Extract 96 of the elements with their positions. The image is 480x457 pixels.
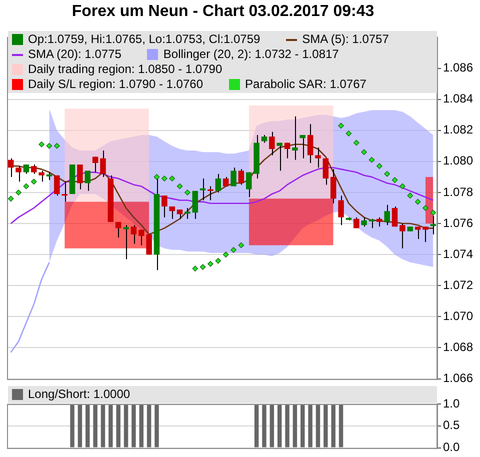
candlestick <box>92 156 98 173</box>
candlestick <box>376 216 382 228</box>
point <box>368 156 375 163</box>
candlestick <box>292 116 298 160</box>
candlestick <box>30 164 37 174</box>
point <box>414 198 421 205</box>
point <box>400 183 406 190</box>
y-tick-label: 1.066 <box>443 371 474 386</box>
candlestick <box>361 216 367 228</box>
point <box>16 190 22 196</box>
point <box>392 177 398 183</box>
point <box>384 170 390 177</box>
candlestick <box>38 170 44 182</box>
y-tick-label: 1.0 <box>443 396 460 410</box>
candlestick <box>422 226 428 243</box>
candlestick <box>200 178 206 201</box>
chart-title: Forex um Neun - Chart 03.02.2017 09:43 <box>70 3 376 21</box>
point <box>346 130 352 136</box>
point <box>154 174 160 180</box>
candlestick <box>115 221 122 238</box>
candlestick <box>77 164 83 190</box>
y-tick-label: 1.078 <box>443 184 474 199</box>
candlestick <box>238 168 244 186</box>
candlestick <box>400 223 406 249</box>
y-tick-label: 1.076 <box>443 216 474 230</box>
point <box>200 264 206 270</box>
legend-label: Bollinger (20, 2): 1.0732 - 1.0817 <box>163 47 339 62</box>
point <box>430 210 436 216</box>
candlestick <box>222 176 229 187</box>
candlestick <box>162 195 168 218</box>
y-tick-label: 1.072 <box>443 278 474 292</box>
legend-label: Daily trading region: 1.0850 - 1.0790 <box>28 62 222 77</box>
point <box>176 183 183 190</box>
point <box>422 205 428 211</box>
y-tick-label: 1.070 <box>443 309 474 324</box>
candlestick <box>269 131 275 156</box>
candlestick <box>130 224 137 244</box>
candlestick <box>123 224 129 260</box>
point <box>238 242 244 248</box>
candlestick <box>230 167 236 187</box>
point <box>208 261 214 267</box>
y-tick-label: 1.086 <box>443 60 474 75</box>
y-tick-label: 1.084 <box>443 92 474 106</box>
point <box>230 247 236 253</box>
candlestick <box>62 181 68 202</box>
point <box>222 252 229 258</box>
legend-label: SMA (20): 1.0775 <box>28 47 122 62</box>
candlestick <box>169 206 175 220</box>
candlestick <box>392 206 398 228</box>
candlestick <box>8 158 14 178</box>
candlestick <box>307 124 314 164</box>
y-tick-label: 0.5 <box>443 418 460 432</box>
candlestick <box>338 195 344 226</box>
y-tick-label: 1.074 <box>443 246 474 261</box>
point <box>192 266 198 272</box>
candlestick <box>276 142 282 172</box>
legend-label: Parabolic SAR: 1.0767 <box>245 77 366 92</box>
point <box>23 183 30 190</box>
legend-label: SMA (5): 1.0757 <box>302 32 389 47</box>
candlestick <box>330 168 336 204</box>
point <box>407 192 414 198</box>
candlestick <box>384 204 390 226</box>
point <box>353 140 360 146</box>
point <box>8 196 14 202</box>
candlestick <box>368 218 375 229</box>
candlestick <box>300 134 306 159</box>
candlestick <box>23 164 30 174</box>
y-tick-label: 1.082 <box>443 122 474 137</box>
point <box>184 190 190 196</box>
legend-label: Daily S/L region: 1.0790 - 1.0760 <box>28 77 204 92</box>
point <box>54 142 60 149</box>
candlestick <box>284 142 290 159</box>
candlestick <box>100 150 106 178</box>
candlestick <box>176 209 183 220</box>
point <box>376 163 382 169</box>
point <box>38 141 44 148</box>
point <box>162 176 168 182</box>
y-tick-label: 1.080 <box>443 154 474 168</box>
candlestick <box>54 174 60 196</box>
y-tick-label: 0.0 <box>443 440 460 454</box>
legend-label: Op:1.0759, Hi:1.0765, Lo:1.0753, Cl:1.0759 <box>28 32 260 47</box>
point <box>46 142 52 149</box>
point <box>338 122 344 129</box>
candlestick <box>414 226 421 240</box>
candlestick <box>16 166 22 182</box>
candlestick <box>322 158 329 186</box>
candlestick <box>315 146 321 168</box>
legend-label: Long/Short: 1.0000 <box>28 387 130 402</box>
candlestick <box>215 173 222 193</box>
candlestick <box>84 170 91 192</box>
point <box>361 149 367 155</box>
point <box>215 258 222 264</box>
candlestick <box>208 186 214 201</box>
point <box>30 178 37 185</box>
point <box>169 176 175 182</box>
y-tick-label: 1.068 <box>443 340 474 354</box>
